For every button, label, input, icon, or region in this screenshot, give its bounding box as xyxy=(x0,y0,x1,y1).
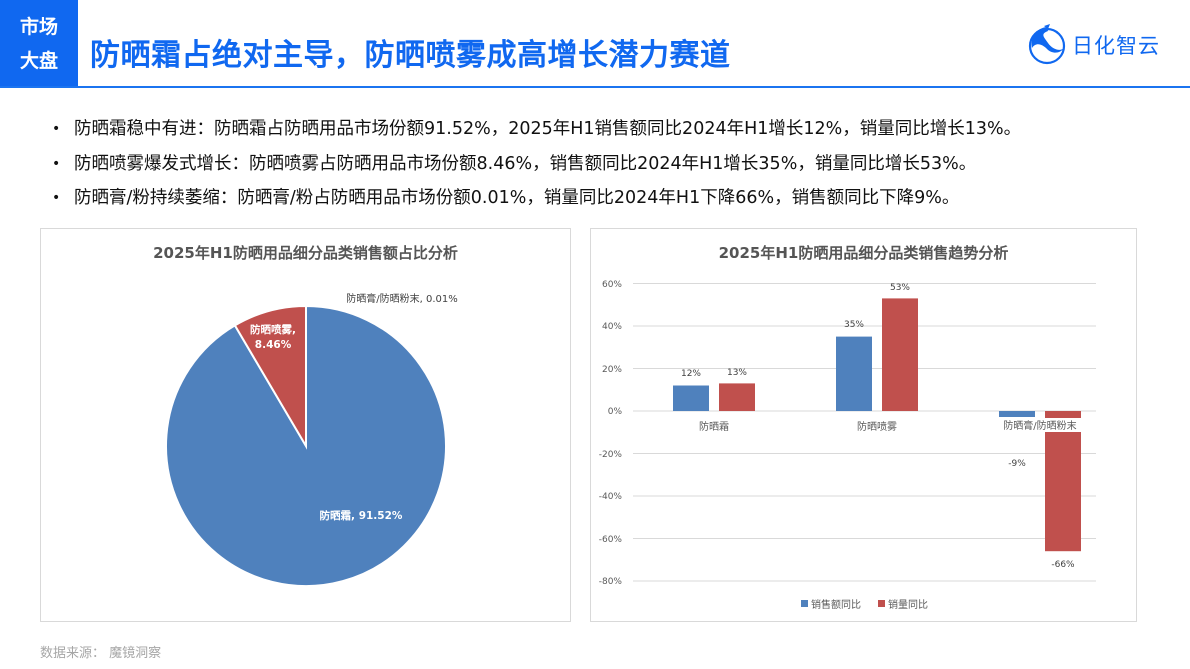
section-tag-line2: 大盘 xyxy=(19,50,58,72)
bar-sales-spray xyxy=(836,336,872,411)
pie-label-spray: 防晒喷雾, xyxy=(250,323,296,336)
y-axis-ticks: 60% 40% 20% 0% -20% -40% -60% -80% xyxy=(599,280,623,587)
x-category-label: 防晒霜 xyxy=(699,420,729,433)
brand-logo: 日化智云 xyxy=(1026,22,1160,68)
y-tick: -20% xyxy=(599,450,623,460)
section-tag: 市场 大盘 xyxy=(0,0,78,87)
legend-swatch-sales xyxy=(801,600,808,607)
page-title: 防晒霜占绝对主导，防晒喷雾成高增长潜力赛道 xyxy=(90,38,731,73)
brand-name: 日化智云 xyxy=(1072,34,1160,58)
section-tag-line1: 市场 xyxy=(19,16,58,38)
bar-volume-paste xyxy=(1045,411,1081,552)
bar-volume-spray xyxy=(882,298,918,411)
pie-label-paste: 防晒膏/防晒粉末, 0.01% xyxy=(346,292,458,305)
header-divider xyxy=(0,86,1190,88)
category-label-bg xyxy=(991,418,1089,432)
dolphin-wave-logo-icon xyxy=(1028,24,1066,65)
y-tick: -80% xyxy=(599,577,623,587)
pie-chart: 防晒喷雾, 8.46% 防晒霜, 91.52% 防晒膏/防晒粉末, 0.01% xyxy=(165,292,458,587)
y-tick: 0% xyxy=(608,407,623,417)
bar-label: 35% xyxy=(844,320,864,330)
pie-chart-panel: 2025年H1防晒用品细分品类销售额占比分析 防晒喷雾, 8.46% 防晒霜, … xyxy=(40,228,571,622)
bar-chart-title: 2025年H1防晒用品细分品类销售趋势分析 xyxy=(718,244,1009,262)
list-item: • 防晒喷雾爆发式增长：防晒喷雾占防晒用品市场份额8.46%，销售额同比2024… xyxy=(52,147,1021,182)
pie-label-spray-value: 8.46% xyxy=(255,339,292,351)
bar-label: -66% xyxy=(1051,560,1075,570)
list-item: • 防晒霜稳中有进：防晒霜占防晒用品市场份额91.52%，2025年H1销售额同… xyxy=(52,112,1021,147)
data-source-note: 数据来源： 魔镜洞察 xyxy=(40,646,162,661)
bar-sales-cream xyxy=(673,385,709,411)
bar-volume-cream xyxy=(719,383,755,411)
bar-label: -9% xyxy=(1008,459,1026,469)
key-findings-list: • 防晒霜稳中有进：防晒霜占防晒用品市场份额91.52%，2025年H1销售额同… xyxy=(52,112,1021,216)
legend-swatch-volume xyxy=(878,600,885,607)
legend-label-sales: 销售额同比 xyxy=(811,598,861,611)
pie-chart-title: 2025年H1防晒用品细分品类销售额占比分析 xyxy=(153,244,458,262)
bar-label: 13% xyxy=(727,368,747,378)
y-tick: 40% xyxy=(602,322,622,332)
bar-chart: 60% 40% 20% 0% -20% -40% -60% -80% 12% 1… xyxy=(599,280,1096,611)
pie-label-cream: 防晒霜, 91.52% xyxy=(320,509,403,522)
y-tick: -40% xyxy=(599,492,623,502)
legend-label-volume: 销量同比 xyxy=(888,598,928,611)
bullet-text: 防晒喷雾爆发式增长：防晒喷雾占防晒用品市场份额8.46%，销售额同比2024年H… xyxy=(74,153,977,174)
bullet-icon: • xyxy=(52,121,61,137)
bar-label: 12% xyxy=(681,369,701,379)
bullet-text: 防晒霜稳中有进：防晒霜占防晒用品市场份额91.52%，2025年H1销售额同比2… xyxy=(74,119,1022,139)
bar-label: 53% xyxy=(890,283,910,293)
x-category-label: 防晒喷雾 xyxy=(857,420,897,433)
bullet-icon: • xyxy=(52,190,61,206)
bar-sales-paste xyxy=(999,411,1035,417)
y-tick: 20% xyxy=(602,365,622,375)
y-tick: -60% xyxy=(599,535,623,545)
bullet-icon: • xyxy=(52,155,61,172)
pie-slice-spray xyxy=(233,304,307,450)
bar-chart-panel: 2025年H1防晒用品细分品类销售趋势分析 60% 40% 20% 0% -20… xyxy=(590,228,1137,622)
list-item: • 防晒膏/粉持续萎缩：防晒膏/粉占防晒用品市场份额0.01%，销量同比2024… xyxy=(52,181,1021,216)
bullet-text: 防晒膏/粉持续萎缩：防晒膏/粉占防晒用品市场份额0.01%，销量同比2024年H… xyxy=(74,188,960,208)
chart-legend: 销售额同比 销量同比 xyxy=(801,598,928,611)
x-category-label: 防晒膏/防晒粉末 xyxy=(1003,419,1076,432)
y-tick: 60% xyxy=(602,280,622,290)
